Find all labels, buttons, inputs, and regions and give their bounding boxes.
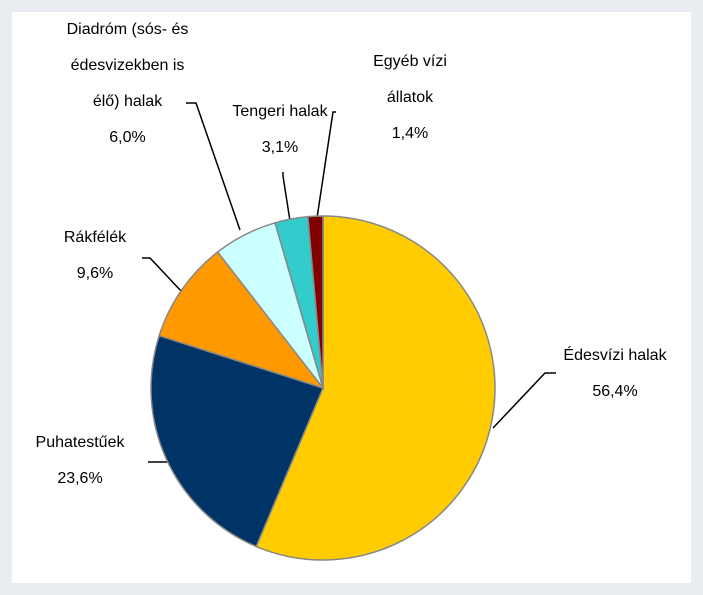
pie-slice — [158, 250, 326, 390]
value-label: 1,4% — [391, 125, 429, 142]
category-label: Diadróm (sós- és édesvizekben is élő) ha… — [66, 21, 189, 110]
category-label: Édesvízi halak — [563, 347, 667, 364]
value-label: 9,6% — [76, 265, 114, 282]
pie-slice — [255, 215, 496, 561]
leader-line — [316, 111, 336, 219]
value-label: 56,4% — [592, 383, 638, 400]
slice-label: Rákfélék 9,6% — [40, 220, 150, 292]
pie-slice — [150, 334, 325, 548]
category-label: Egyéb vízi állatok — [373, 53, 447, 106]
leader-line — [282, 172, 291, 222]
category-label: Rákfélék — [63, 229, 127, 246]
pie-slice — [307, 215, 324, 389]
slice-label: Édesvízi halak 56,4% — [545, 338, 685, 410]
slice-label: Egyéb vízi állatok 1,4% — [350, 44, 470, 152]
value-label: 3,1% — [261, 139, 299, 156]
category-label: Tengeri halak — [232, 103, 328, 120]
slice-label: Puhatestűek 23,6% — [15, 425, 145, 497]
category-label: Puhatestűek — [35, 434, 125, 451]
leader-line — [186, 102, 241, 231]
value-label: 6,0% — [109, 129, 146, 146]
leader-line — [492, 372, 556, 429]
value-label: 23,6% — [57, 470, 103, 487]
slice-label: Diadróm (sós- és édesvizekben is élő) ha… — [65, 12, 190, 156]
slices — [150, 215, 496, 561]
leader-line — [142, 257, 183, 293]
slice-label: Tengeri halak 3,1% — [215, 94, 345, 166]
